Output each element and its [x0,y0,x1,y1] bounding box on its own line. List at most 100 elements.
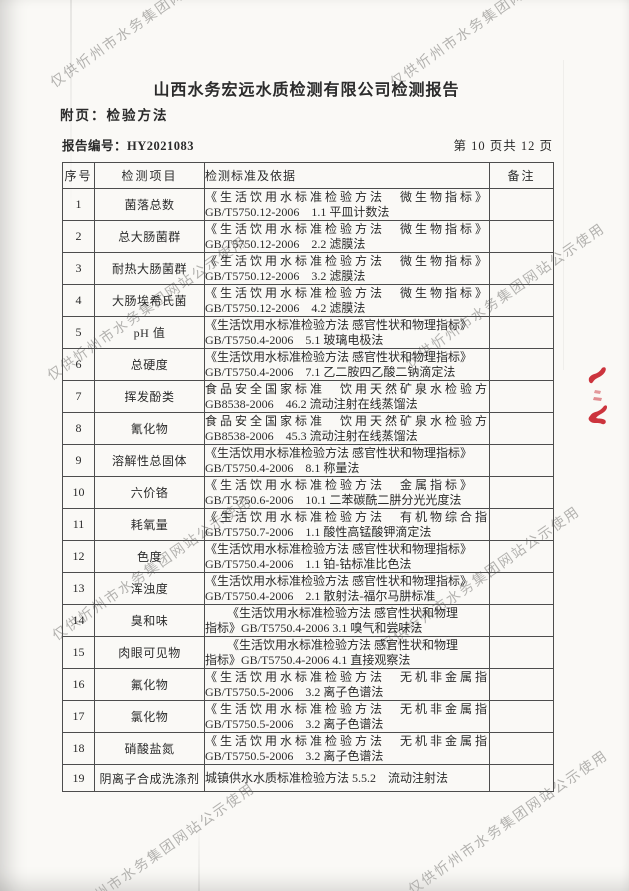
cell-item: 挥发酚类 [94,380,205,413]
cell-item: 耗氧量 [94,508,205,541]
cell-remark [489,764,554,792]
cell-remark [489,732,554,765]
cell-item: 菌落总数 [94,188,205,221]
standard-line: GB/T5750.5-2006 3.2 离子色谱法 [205,748,384,763]
table-header-row: 序号 检测项目 检测标准及依据 备注 [62,162,554,189]
standard-line: 《生活饮用水标准检验方法 无机非金属指标》 [205,701,489,716]
cell-item: 色度 [94,540,205,573]
cell-standard: 城镇供水水质标准检验方法 5.5.2 流动注射法 [204,764,490,792]
cell-seq: 11 [62,508,95,541]
cell-seq: 10 [62,476,95,509]
cell-remark [489,188,554,221]
table-row: 14 臭和味 《生活饮用水标准检验方法 感官性状和物理 指标》GB/T5750.4-2… [62,604,554,637]
cell-standard: 《生活饮用水标准检验方法 感官性状和物理指标》 GB/T5750.4-2006 5… [204,316,490,349]
cell-item: 总硬度 [94,348,205,381]
paper-crease [198,812,200,891]
cell-item: 肉眼可见物 [94,636,205,669]
standard-line: GB/T5750.4-2006 1.1 铂-钴标准比色法 [205,556,412,571]
standard-line: 《生活饮用水标准检验方法 感官性状和物理指标》 [205,317,473,332]
standard-line: GB/T5750.6-2006 10.1 二苯碳酰二肼分光光度法 [205,492,462,507]
cell-item: 总大肠菌群 [94,220,205,253]
cell-item: 阴离子合成洗涤剂 [94,764,205,792]
table-row: 16 氟化物 《生活饮用水标准检验方法 无机非金属指标》 GB/T5750.5-200… [62,668,554,701]
standard-line: GB/T5750.5-2006 3.2 离子色谱法 [205,716,384,731]
cell-standard: 《生活饮用水标准检验方法 有机物综合指标》 GB/T5750.7-2006 1.1… [204,508,490,541]
standard-line: 指标》GB/T5750.4-2006 3.1 嗅气和尝味法 [205,620,423,635]
report-number-label: 报告编号： [62,139,128,153]
standard-line: GB/T5750.4-2006 5.1 玻璃电极法 [205,332,384,347]
cell-seq: 14 [62,604,95,637]
cell-item: 浑浊度 [94,572,205,605]
cell-seq: 12 [62,540,95,573]
red-stamp-mark [586,364,610,436]
standard-line: GB/T5750.4-2006 8.1 称量法 [205,460,360,475]
cell-remark [489,380,554,413]
cell-seq: 5 [62,316,95,349]
cell-remark [489,508,554,541]
cell-seq: 1 [62,188,95,221]
cell-standard: 《生活饮用水标准检验方法 微生物指标》 GB/T5750.12-2006 3.2 … [204,252,490,285]
standard-line: 《生活饮用水标准检验方法 金属指标》 [205,477,476,492]
table-row: 13 浑浊度 《生活饮用水标准检验方法 感官性状和物理指标》 GB/T5750.4-2… [62,572,554,605]
standard-line: 《生活饮用水标准检验方法 感官性状和物理 [227,605,459,620]
table-row: 5 pH 值《生活饮用水标准检验方法 感官性状和物理指标》 GB/T5750.4-2… [62,316,554,349]
standard-line: 城镇供水水质标准检验方法 5.5.2 流动注射法 [205,770,449,785]
cell-remark [489,412,554,445]
standard-line: GB8538-2006 46.2 流动注射在线蒸馏法 [205,396,418,411]
cell-standard: 《生活饮用水标准检验方法 无机非金属指标》 GB/T5750.5-2006 3.2… [204,732,490,765]
table-row: 11 耗氧量 《生活饮用水标准检验方法 有机物综合指标》 GB/T5750.7-200… [62,508,554,541]
cell-seq: 6 [62,348,95,381]
cell-remark [489,476,554,509]
cell-remark [489,700,554,733]
cell-seq: 8 [62,412,95,445]
cell-seq: 16 [62,668,95,701]
standard-line: 《生活饮用水标准检验方法 微生物指标》 [205,189,489,204]
standard-line: 《生活饮用水标准检验方法 微生物指标》 [205,253,489,268]
cell-item: 氰化物 [94,412,205,445]
cell-standard: 《生活饮用水标准检验方法 感官性状和物理 指标》GB/T5750.4-2006 3… [204,604,490,637]
table-row: 1 菌落总数 《生活饮用水标准检验方法 微生物指标》 GB/T5750.12-2006… [62,188,554,221]
cell-standard: 食品安全国家标准 饮用天然矿泉水检验方法 GB8538-2006 46.2 流动注… [204,380,490,413]
table-row: 15 肉眼可见物 《生活饮用水标准检验方法 感官性状和物理 指标》GB/T5750.4… [62,636,554,669]
cell-item: 六价铬 [94,476,205,509]
page-subtitle: 附页：检验方法 [60,108,169,123]
cell-item: 大肠埃希氏菌 [94,284,205,317]
standard-line: GB/T5750.5-2006 3.2 离子色谱法 [205,684,384,699]
paper-crease [563,60,564,370]
col-header-remark: 备注 [489,162,554,189]
cell-standard: 《生活饮用水标准检验方法 感官性状和物理指标》 GB/T5750.4-2006 1… [204,540,490,573]
cell-standard: 《生活饮用水标准检验方法 微生物指标》 GB/T5750.12-2006 4.2 … [204,284,490,317]
cell-standard: 食品安全国家标准 饮用天然矿泉水检验方法 GB8538-2006 45.3 流动注… [204,412,490,445]
table-row: 10 六价铬 《生活饮用水标准检验方法 金属指标》 GB/T5750.6-2006 1… [62,476,554,509]
col-header-item: 检测项目 [94,162,205,189]
cell-seq: 7 [62,380,95,413]
report-number: 报告编号：HY2021083 [62,135,194,154]
table-row: 8 氰化物 食品安全国家标准 饮用天然矿泉水检验方法 GB8538-2006 45.3… [62,412,554,445]
cell-seq: 15 [62,636,95,669]
table-row: 6 总硬度 《生活饮用水标准检验方法 感官性状和物理指标》 GB/T5750.4-20… [62,348,554,381]
standard-line: GB/T5750.12-2006 3.2 滤膜法 [205,268,366,283]
standard-line: GB/T5750.4-2006 2.1 散射法-福尔马肼标准 [205,588,436,603]
standard-line: GB8538-2006 45.3 流动注射在线蒸馏法 [205,428,418,443]
cell-seq: 9 [62,444,95,477]
cell-item: 耐热大肠菌群 [94,252,205,285]
cell-seq: 17 [62,700,95,733]
cell-item: 臭和味 [94,604,205,637]
table-row: 9 溶解性总固体 《生活饮用水标准检验方法 感官性状和物理指标》 GB/T5750.4… [62,444,554,477]
standard-line: 指标》GB/T5750.4-2006 4.1 直接观察法 [205,652,411,667]
table-row: 7 挥发酚类 食品安全国家标准 饮用天然矿泉水检验方法 GB8538-2006 46.… [62,380,554,413]
cell-seq: 3 [62,252,95,285]
cell-standard: 《生活饮用水标准检验方法 无机非金属指标》 GB/T5750.5-2006 3.2… [204,700,490,733]
table-row: 19 阴离子合成洗涤剂 城镇供水水质标准检验方法 5.5.2 流动注射法 [62,764,554,792]
cell-remark [489,220,554,253]
methods-table: 序号 检测项目 检测标准及依据 备注 1 菌落总数 《生活饮用水标准检验方法 微生物… [62,162,554,792]
cell-seq: 2 [62,220,95,253]
standard-line: GB/T5750.4-2006 7.1 乙二胺四乙酸二钠滴定法 [205,364,456,379]
cell-item: 硝酸盐氮 [94,732,205,765]
standard-line: GB/T5750.12-2006 4.2 滤膜法 [205,300,366,315]
cell-remark [489,636,554,669]
page-indicator: 第 10 页共 12 页 [453,139,553,153]
standard-line: 《生活饮用水标准检验方法 微生物指标》 [205,285,489,300]
standard-line: 《生活饮用水标准检验方法 有机物综合指标》 [205,509,489,524]
cell-seq: 4 [62,284,95,317]
